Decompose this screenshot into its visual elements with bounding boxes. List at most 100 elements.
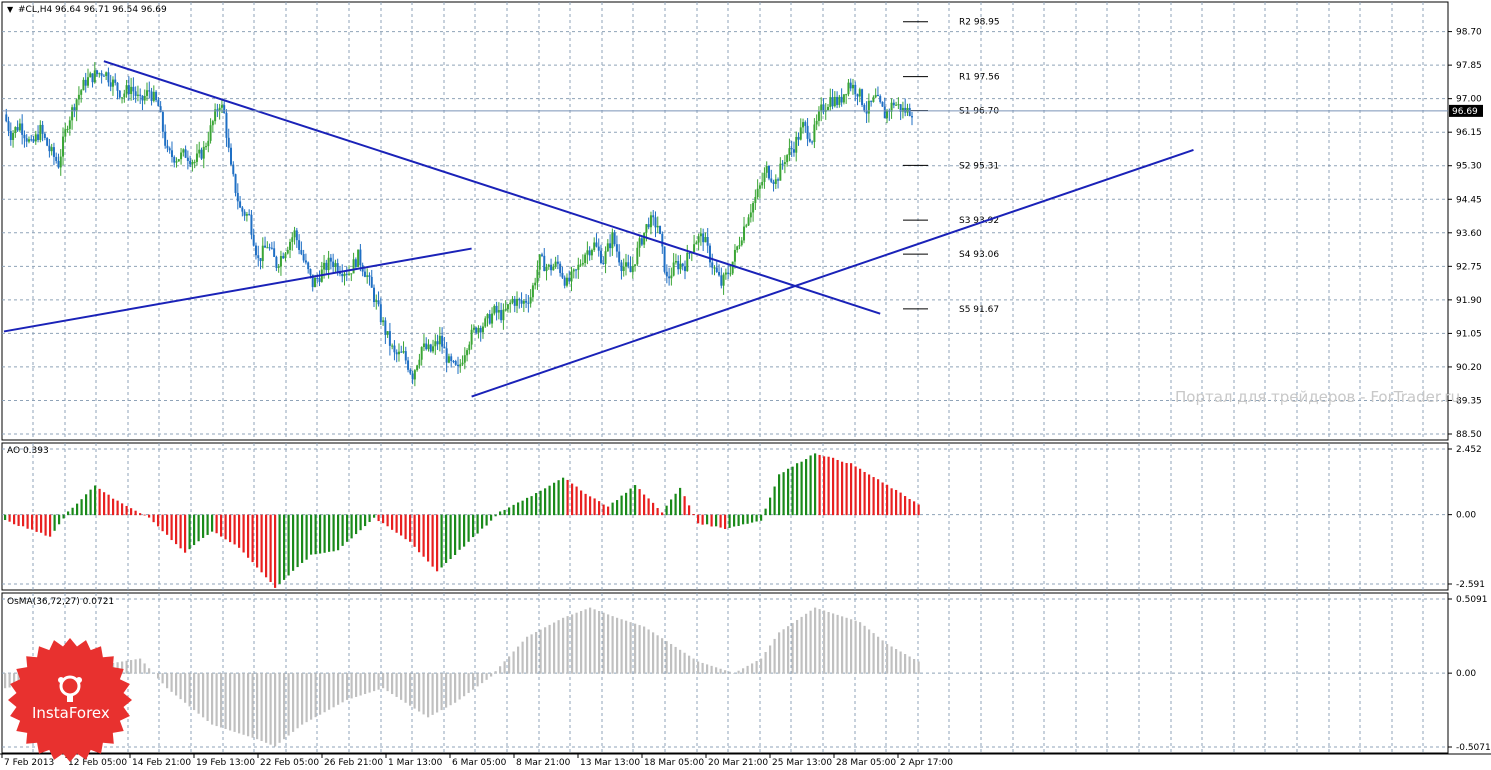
candle-body (788, 148, 791, 156)
osma-bar (8, 673, 11, 688)
ao-bar (107, 494, 110, 516)
candle-body (493, 305, 496, 314)
candle-body (752, 203, 755, 213)
ao-bar (791, 466, 794, 516)
ao-bar (814, 453, 817, 516)
candle-body (897, 104, 900, 106)
osma-bar (598, 611, 601, 674)
ao-bar (836, 459, 839, 516)
current-price-line: 96.69 (2, 104, 1483, 117)
ao-bar (197, 514, 200, 542)
trendline (471, 148, 1194, 398)
candle-body (41, 124, 44, 134)
ao-bar (265, 514, 268, 578)
candle-body (302, 254, 305, 261)
osma-bar (908, 656, 911, 674)
candle-body (5, 114, 8, 122)
osma-bar (886, 644, 889, 674)
ao-bar (692, 514, 695, 516)
candle-body (202, 146, 205, 159)
candle-body (180, 152, 183, 160)
candle-body (479, 327, 482, 333)
candle-body (609, 243, 612, 249)
y-tick-label: 0.00 (1456, 669, 1476, 679)
osma-bar (274, 673, 277, 747)
candle-body (481, 326, 484, 333)
candle-body (656, 225, 659, 228)
candle-body (370, 276, 373, 288)
candle-body (761, 181, 764, 186)
candle-body (543, 255, 546, 272)
osma-bar (436, 673, 439, 713)
ao-bar (400, 514, 403, 536)
osma-bar (778, 632, 781, 674)
candle-body (876, 94, 879, 97)
ao-bar (49, 514, 52, 537)
x-tick-label: 19 Feb 13:00 (196, 758, 255, 768)
candle-body (109, 82, 112, 87)
y-tick-label: 0.00 (1456, 511, 1476, 521)
candle-body (343, 273, 346, 277)
y-tick-label: 90.20 (1456, 363, 1482, 373)
ao-bar (881, 482, 884, 516)
ao-bar (584, 493, 587, 516)
ao-bar (872, 477, 875, 516)
ao-bar (701, 514, 704, 525)
candle-body (323, 262, 326, 270)
dropdown-arrow-icon[interactable]: ▼ (7, 5, 14, 14)
osma-bar (431, 673, 434, 715)
osma-bar (305, 673, 308, 723)
candle-body (62, 136, 65, 157)
candle-body (166, 145, 169, 149)
candle-body (52, 147, 55, 157)
candle-body (697, 236, 700, 243)
osma-bar (805, 613, 808, 674)
osma-bar (368, 673, 371, 693)
ao-bar (773, 486, 776, 516)
candle-body (239, 201, 242, 208)
candle-body (459, 364, 462, 367)
candle-body (413, 370, 416, 380)
candle-body (545, 266, 548, 272)
osma-bar (341, 673, 344, 703)
candle-body (318, 278, 321, 282)
candle-body (75, 99, 78, 112)
ao-bar (715, 514, 718, 527)
ao-bar (508, 507, 511, 516)
pivot-label: S5 91.67 (959, 305, 999, 315)
candle-body (114, 79, 117, 83)
candle-body (307, 262, 310, 270)
ao-bar (332, 514, 335, 552)
candle-body (511, 298, 514, 303)
ao-bar (611, 502, 614, 516)
candle-body (795, 136, 798, 153)
osma-bar (553, 622, 556, 674)
candle-body (293, 230, 296, 238)
osma-bar (503, 661, 506, 674)
ao-bar (310, 514, 313, 555)
osma-bar (377, 673, 380, 690)
ao-bar (899, 492, 902, 516)
candle-body (98, 73, 101, 75)
candle-body (767, 166, 770, 179)
candle-body (643, 232, 646, 245)
candle-body (71, 107, 74, 121)
candle-body (749, 212, 752, 218)
candle-body (132, 86, 135, 92)
osma-bar (220, 673, 223, 728)
ao-bar (206, 514, 209, 535)
osma-bar (868, 629, 871, 674)
ao-bar (242, 514, 245, 553)
x-axis-labels: 7 Feb 2013 12 Feb 05:00 14 Feb 21:00 19 Feb… (1, 754, 953, 768)
candle-body (425, 343, 428, 350)
candle-body (382, 320, 385, 323)
candle-body (879, 96, 882, 102)
osma-bar (679, 649, 682, 674)
trendline (103, 60, 881, 315)
osma-bar (283, 673, 286, 740)
osma-bar (661, 638, 664, 674)
osma-bar (548, 624, 551, 674)
osma-bar (872, 633, 875, 674)
osma-bar (580, 611, 583, 674)
osma-bar (206, 673, 209, 721)
